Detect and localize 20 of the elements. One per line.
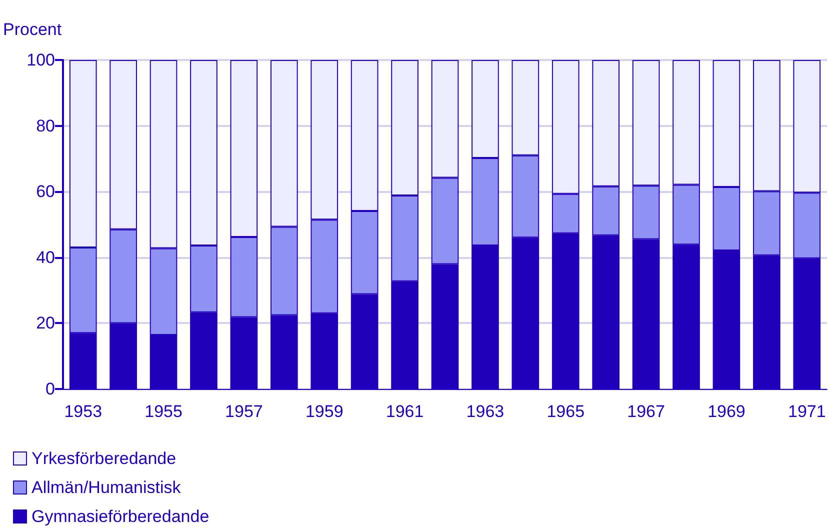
legend-label: Allmän/Humanistisk — [32, 478, 182, 497]
legend-label: Gymnasieförberedande — [32, 507, 210, 526]
x-tick-label: 1961 — [386, 402, 424, 421]
x-tick-label: 1967 — [627, 402, 665, 421]
x-tick-label: 1957 — [225, 402, 263, 421]
y-tick-label: 20 — [36, 314, 55, 333]
y-tick-label: 40 — [36, 248, 55, 267]
y-axis-title: Procent — [3, 20, 62, 39]
y-tick-label: 0 — [46, 380, 55, 398]
x-tick-label: 1963 — [466, 402, 504, 421]
x-tick-label: 1969 — [708, 402, 746, 421]
y-tick-label: 60 — [36, 182, 55, 202]
x-tick-label: 1971 — [788, 402, 826, 421]
y-tick-label: 100 — [26, 50, 55, 70]
x-tick-label: 1953 — [64, 402, 102, 421]
x-tick-label: 1959 — [305, 402, 344, 421]
legend-label: Yrkesförberedande — [32, 449, 176, 468]
x-tick-label: 1965 — [546, 402, 585, 421]
y-tick-label: 80 — [36, 116, 55, 136]
x-tick-label: 1955 — [144, 402, 182, 421]
